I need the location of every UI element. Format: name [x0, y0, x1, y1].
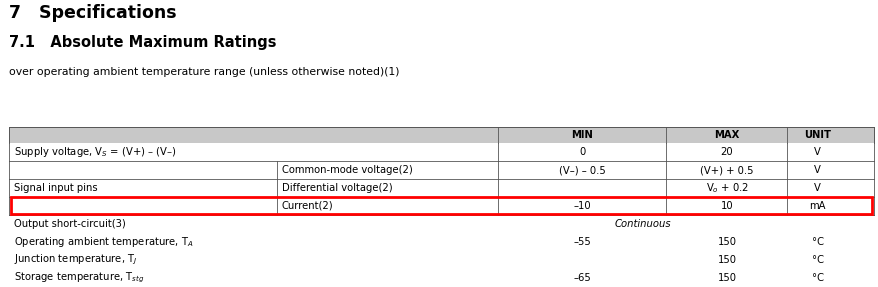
Text: °C: °C	[810, 273, 823, 283]
Text: 7.1   Absolute Maximum Ratings: 7.1 Absolute Maximum Ratings	[10, 35, 277, 50]
Text: (V+) + 0.5: (V+) + 0.5	[700, 165, 752, 175]
Text: Common-mode voltage(2): Common-mode voltage(2)	[282, 165, 412, 175]
Text: V: V	[813, 165, 820, 175]
Text: Current(2): Current(2)	[282, 201, 333, 211]
Text: Signal input pins: Signal input pins	[14, 183, 97, 193]
Text: Differential voltage(2): Differential voltage(2)	[282, 183, 392, 193]
Text: Junction temperature, T$_J$: Junction temperature, T$_J$	[14, 253, 137, 267]
Text: 150: 150	[716, 273, 736, 283]
Text: –10: –10	[572, 201, 590, 211]
Text: V: V	[813, 183, 820, 193]
Text: 150: 150	[716, 255, 736, 265]
Bar	[10, 127, 873, 143]
Text: –65: –65	[572, 273, 590, 283]
Bar	[10, 161, 873, 179]
Text: 20: 20	[720, 147, 732, 157]
Text: Storage temperature, T$_{stg}$: Storage temperature, T$_{stg}$	[14, 270, 144, 285]
Bar	[10, 251, 873, 269]
Text: °C: °C	[810, 237, 823, 247]
Text: 7   Specifications: 7 Specifications	[10, 4, 176, 22]
Text: V: V	[813, 147, 820, 157]
Text: MAX: MAX	[714, 130, 738, 140]
Text: –55: –55	[572, 237, 590, 247]
Text: Continuous: Continuous	[614, 219, 670, 229]
Text: Operating ambient temperature, T$_A$: Operating ambient temperature, T$_A$	[14, 235, 193, 249]
Text: Supply voltage, V$_S$ = (V+) – (V–): Supply voltage, V$_S$ = (V+) – (V–)	[14, 145, 176, 159]
Bar	[10, 143, 873, 161]
Text: mA: mA	[809, 201, 825, 211]
Text: MIN: MIN	[571, 130, 593, 140]
Bar	[10, 269, 873, 287]
Text: 150: 150	[716, 237, 736, 247]
Bar	[10, 215, 873, 233]
Text: 10: 10	[720, 201, 732, 211]
Bar	[10, 233, 873, 251]
Text: UNIT: UNIT	[803, 130, 831, 140]
Bar	[10, 179, 873, 197]
Bar	[11, 197, 871, 214]
Text: (V–) – 0.5: (V–) – 0.5	[558, 165, 605, 175]
Text: over operating ambient temperature range (unless otherwise noted)(1): over operating ambient temperature range…	[10, 67, 399, 77]
Text: V$_o$ + 0.2: V$_o$ + 0.2	[705, 181, 747, 195]
Text: °C: °C	[810, 255, 823, 265]
Text: 0: 0	[579, 147, 585, 157]
Text: Output short-circuit(3): Output short-circuit(3)	[14, 219, 126, 229]
Bar	[10, 197, 873, 215]
